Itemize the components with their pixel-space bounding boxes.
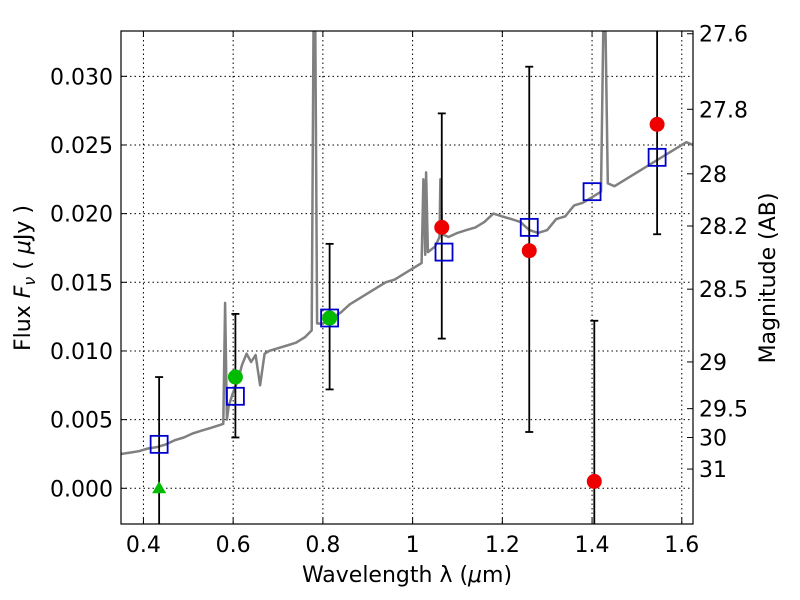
y2-axis-label: Magnitude (AB) xyxy=(756,193,781,364)
observed-point xyxy=(586,473,602,489)
model-photometry-square xyxy=(647,147,667,167)
y2-tick-label: 29.5 xyxy=(699,398,748,423)
y-axis-label: Flux Fν ( μJy ) xyxy=(11,205,39,351)
x-tick-label: 1 xyxy=(406,533,420,558)
y-tick-label: 0.015 xyxy=(50,271,113,296)
observed-point xyxy=(227,369,243,385)
y2-tick-label: 28.2 xyxy=(699,215,748,240)
y2-tick-label: 30 xyxy=(699,426,727,451)
y-tick-label: 0.005 xyxy=(50,409,113,434)
y-tick-label: 0.000 xyxy=(50,477,113,502)
plot-area xyxy=(121,31,693,524)
model-spectrum-line xyxy=(121,31,693,456)
y2-tick-label: 31 xyxy=(699,458,727,483)
grid-lines xyxy=(121,31,693,524)
model-photometry-square xyxy=(582,182,602,202)
x-tick-label: 0.6 xyxy=(216,533,251,558)
y2-tick-label: 29 xyxy=(699,351,727,376)
x-tick-label: 1.2 xyxy=(485,533,520,558)
y2-tick-label: 27.6 xyxy=(699,23,748,48)
plot-frame xyxy=(120,30,694,525)
y2-tick-label: 28.5 xyxy=(699,278,748,303)
y2-tick-label: 28 xyxy=(699,163,727,188)
y-tick-label: 0.010 xyxy=(50,340,113,365)
model-photometry-square xyxy=(519,217,539,237)
model-photometry-square xyxy=(434,242,454,262)
y-tick-label: 0.030 xyxy=(50,65,113,90)
x-axis-label: Wavelength λ (μm) xyxy=(302,563,512,588)
observed-point xyxy=(521,243,537,259)
observed-point xyxy=(322,310,338,326)
y-tick-label: 0.025 xyxy=(50,134,113,159)
observed-point xyxy=(434,219,450,235)
axis-ticks: 0.4 0.6 0.8 1 1.2 1.4 1.6 0.000 0.005 0.010 0.015 0… xyxy=(50,23,748,558)
model-photometry-square xyxy=(149,434,169,454)
x-tick-label: 1.4 xyxy=(575,533,610,558)
x-tick-label: 0.8 xyxy=(305,533,340,558)
model-photometry-square xyxy=(225,386,245,406)
upper-limit-triangle xyxy=(152,481,167,494)
y2-tick-label: 27.8 xyxy=(699,98,748,123)
observed-point xyxy=(649,116,665,132)
x-tick-label: 1.6 xyxy=(664,533,699,558)
x-tick-label: 0.4 xyxy=(126,533,161,558)
model-photometry-square xyxy=(320,308,340,328)
y-tick-label: 0.020 xyxy=(50,203,113,228)
